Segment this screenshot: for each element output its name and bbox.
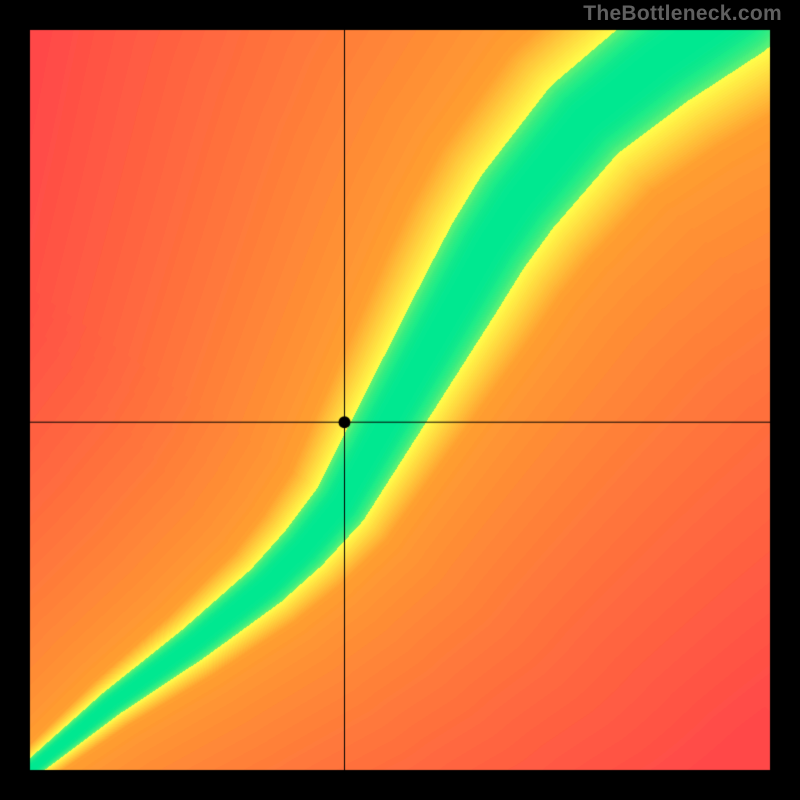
heatmap-canvas <box>0 0 800 800</box>
watermark-text: TheBottleneck.com <box>583 2 782 26</box>
chart-container: TheBottleneck.com <box>0 0 800 800</box>
